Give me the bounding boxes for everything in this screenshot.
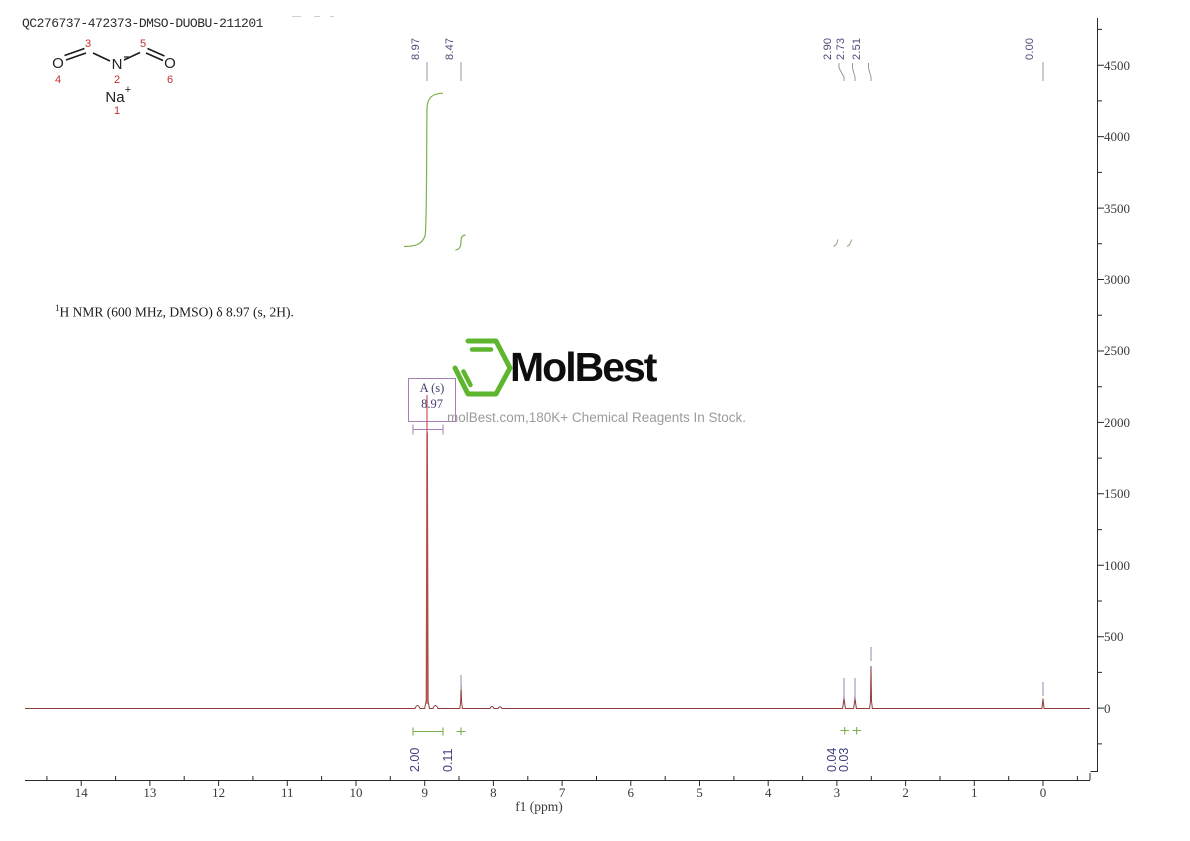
y-tick-label-2000: 2000 — [1104, 414, 1130, 430]
peak-label-8.97: 8.97 — [409, 37, 422, 60]
y-tick-label-3500: 3500 — [1104, 200, 1130, 216]
x-axis-minor-ticks — [46, 773, 1091, 780]
spectrum-trace — [25, 432, 1090, 709]
x-tick-label-9: 9 — [421, 785, 428, 800]
atom-number-5: 5 — [140, 38, 146, 50]
integral-value-0.11: 0.11 — [441, 748, 455, 772]
atom-o-right: O — [164, 55, 176, 72]
peak-label-0.00: 0.00 — [1024, 37, 1036, 60]
x-tick-label-1: 1 — [971, 785, 978, 800]
atom-na: Na — [105, 89, 125, 106]
nmr-summary-text: H NMR (600 MHz, DMSO) δ 8.97 (s, 2H). — [59, 304, 294, 320]
integral-curves — [403, 92, 466, 251]
x-tick-label-13: 13 — [143, 785, 157, 800]
x-tick-label-12: 12 — [212, 785, 226, 800]
molbest-hexagon-icon — [452, 338, 513, 397]
x-tick-label-8: 8 — [490, 785, 497, 800]
y-tick-label-3000: 3000 — [1104, 272, 1130, 288]
na-plus-charge: + — [125, 84, 131, 96]
atom-number-4: 4 — [55, 74, 61, 86]
bond-c5-o6-double — [145, 47, 165, 62]
y-tick-label-0: 0 — [1104, 700, 1111, 716]
multiplet-label: A (s) — [419, 381, 445, 395]
y-tick-label-2500: 2500 — [1104, 343, 1130, 359]
atom-number-2: 2 — [114, 74, 120, 86]
sample-id: QC276737-472373-DMSO-DUOBU-211201 — [22, 16, 263, 31]
integral-value-0.03: 0.03 — [837, 747, 851, 772]
nmr-isotope-superscript: 1 — [55, 303, 60, 313]
y-tick-label-500: 500 — [1104, 629, 1124, 645]
molbest-tagline: molBest.com,180K+ Chemical Reagents In S… — [447, 410, 747, 425]
peak-label-8.47: 8.47 — [443, 37, 456, 60]
atom-o-left: O — [52, 55, 64, 72]
x-axis — [25, 773, 1091, 786]
peak-label-connectors — [426, 62, 1044, 81]
atom-number-3: 3 — [85, 38, 91, 50]
x-tick-label-10: 10 — [349, 785, 363, 800]
integral-value-2.00: 2.00 — [408, 747, 422, 772]
molecule-structure: O N O Na + 4 3 2 5 6 1 — [52, 38, 176, 117]
integral-region-brackets — [412, 727, 861, 736]
atom-n: N — [112, 56, 123, 73]
peak-label-2.73: 2.73 — [835, 37, 847, 60]
atom-number-1: 1 — [114, 105, 120, 117]
y-axis-minor-ticks — [1090, 28, 1102, 772]
x-tick-label-14: 14 — [74, 785, 88, 800]
x-tick-label-2: 2 — [902, 785, 909, 800]
peak-label-2.51: 2.51 — [851, 37, 863, 60]
x-axis-title: f1 (ppm) — [515, 799, 563, 814]
multiplet-annotation-box — [408, 378, 456, 704]
x-tick-label-11: 11 — [281, 785, 294, 800]
y-tick-label-4500: 4500 — [1104, 57, 1130, 73]
y-axis-major-ticks — [1098, 64, 1104, 709]
x-tick-label-4: 4 — [764, 785, 772, 800]
molbest-logo-text: MolBest — [510, 344, 657, 390]
y-axis — [1090, 18, 1104, 772]
y-tick-label-1500: 1500 — [1104, 486, 1130, 502]
x-tick-label-3: 3 — [833, 785, 841, 800]
x-tick-label-5: 5 — [696, 785, 703, 800]
multiplet-shift-value: 8.97 — [421, 397, 443, 411]
y-tick-label-1000: 1000 — [1104, 557, 1130, 573]
bond-c3-n — [92, 52, 111, 62]
minor-integral-marks — [833, 239, 852, 247]
x-tick-label-6: 6 — [627, 785, 635, 800]
x-axis-major-ticks — [80, 780, 1044, 786]
peak-pick-ticks — [460, 647, 1044, 700]
bond-o4-c3-double — [64, 47, 87, 61]
x-tick-label-0: 0 — [1039, 785, 1047, 800]
peak-label-2.90: 2.90 — [821, 37, 834, 60]
bond-n-c5 — [123, 51, 141, 61]
x-tick-label-7: 7 — [558, 785, 566, 800]
y-tick-label-4000: 4000 — [1104, 129, 1130, 145]
nmr-summary-line: 1H NMR (600 MHz, DMSO) δ 8.97 (s, 2H). — [55, 303, 294, 321]
atom-number-6: 6 — [167, 74, 173, 86]
